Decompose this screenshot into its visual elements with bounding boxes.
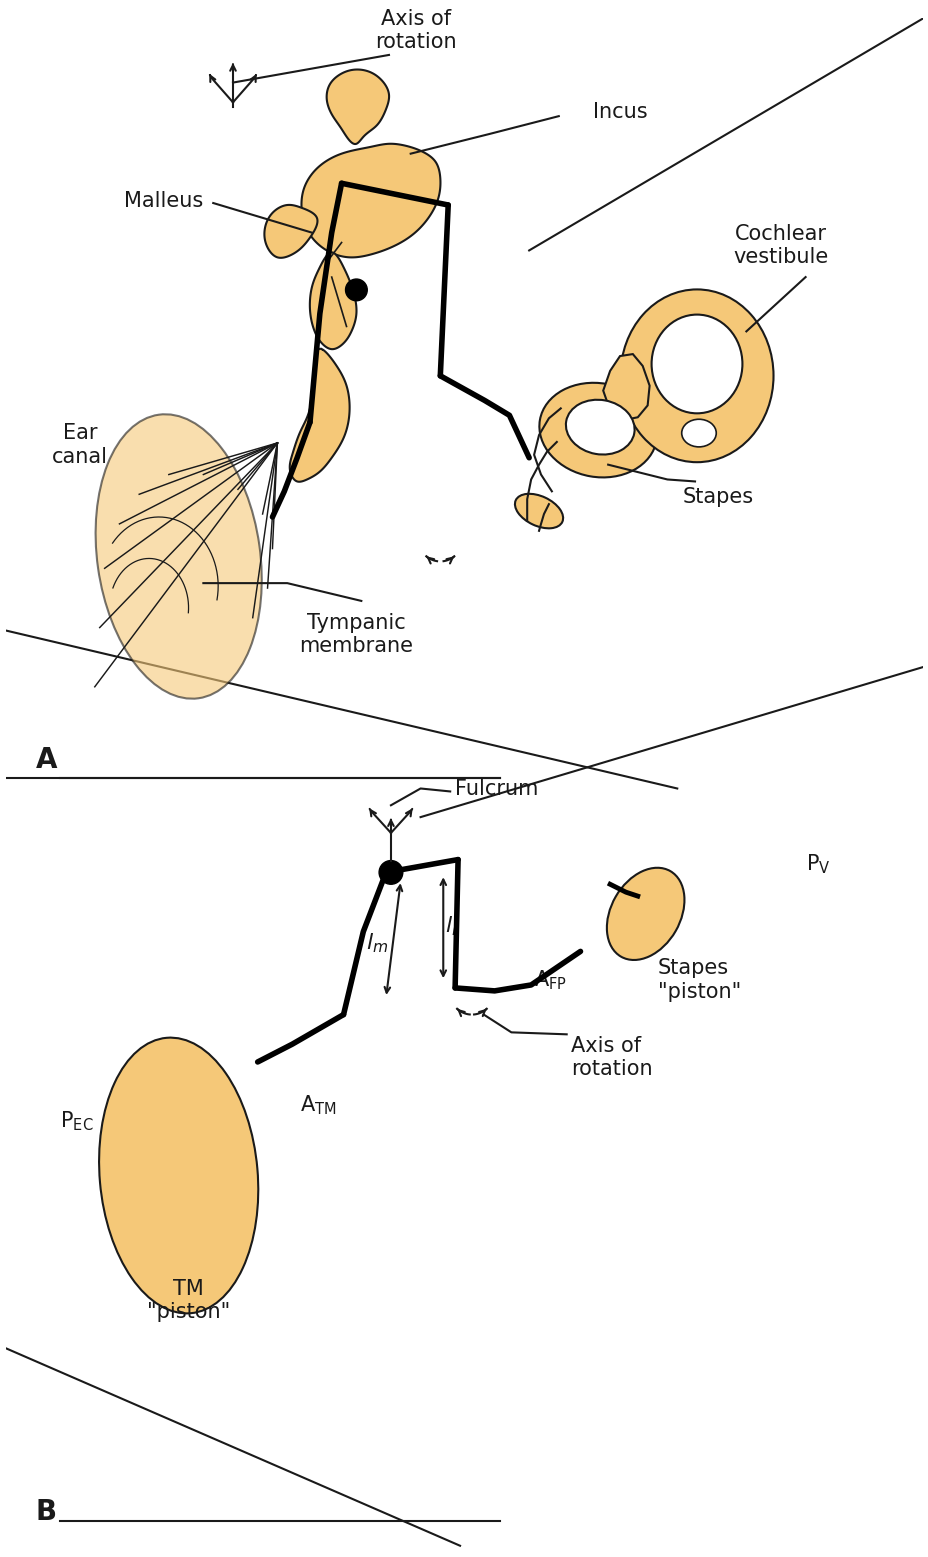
Ellipse shape bbox=[681, 419, 715, 447]
Circle shape bbox=[379, 861, 403, 884]
Ellipse shape bbox=[99, 1037, 258, 1314]
Text: Incus: Incus bbox=[593, 103, 647, 121]
Text: Axis of
rotation: Axis of rotation bbox=[374, 9, 456, 51]
Text: A$_\mathregular{FP}$: A$_\mathregular{FP}$ bbox=[534, 968, 567, 992]
Ellipse shape bbox=[620, 290, 773, 462]
Text: TM
"piston": TM "piston" bbox=[147, 1280, 230, 1322]
Polygon shape bbox=[290, 349, 349, 481]
Polygon shape bbox=[302, 143, 440, 257]
Text: A: A bbox=[35, 746, 57, 774]
Text: P$_\mathregular{V}$: P$_\mathregular{V}$ bbox=[805, 853, 830, 877]
Circle shape bbox=[345, 279, 367, 301]
Polygon shape bbox=[264, 206, 317, 258]
Text: Fulcrum: Fulcrum bbox=[455, 780, 538, 799]
Text: Cochlear
vestibule: Cochlear vestibule bbox=[732, 224, 828, 268]
Text: $l_m$: $l_m$ bbox=[366, 931, 388, 956]
Text: $l_i$: $l_i$ bbox=[445, 914, 458, 937]
Text: P$_\mathregular{EC}$: P$_\mathregular{EC}$ bbox=[60, 1110, 94, 1133]
Text: Ear
canal: Ear canal bbox=[52, 424, 108, 467]
Ellipse shape bbox=[606, 867, 684, 961]
Text: B: B bbox=[35, 1498, 57, 1526]
Polygon shape bbox=[602, 353, 649, 420]
Ellipse shape bbox=[514, 494, 562, 528]
Text: Axis of
rotation: Axis of rotation bbox=[570, 1037, 651, 1079]
Text: Malleus: Malleus bbox=[124, 192, 203, 212]
Text: Stapes
"piston": Stapes "piston" bbox=[657, 958, 740, 1001]
Ellipse shape bbox=[651, 315, 741, 413]
Polygon shape bbox=[310, 252, 356, 349]
Text: Tympanic
membrane: Tympanic membrane bbox=[299, 613, 413, 655]
Text: A$_\mathregular{TM}$: A$_\mathregular{TM}$ bbox=[300, 1093, 336, 1118]
Ellipse shape bbox=[565, 400, 634, 455]
Polygon shape bbox=[327, 70, 389, 143]
Ellipse shape bbox=[96, 414, 262, 699]
Ellipse shape bbox=[539, 383, 656, 478]
Text: Stapes: Stapes bbox=[681, 487, 753, 508]
